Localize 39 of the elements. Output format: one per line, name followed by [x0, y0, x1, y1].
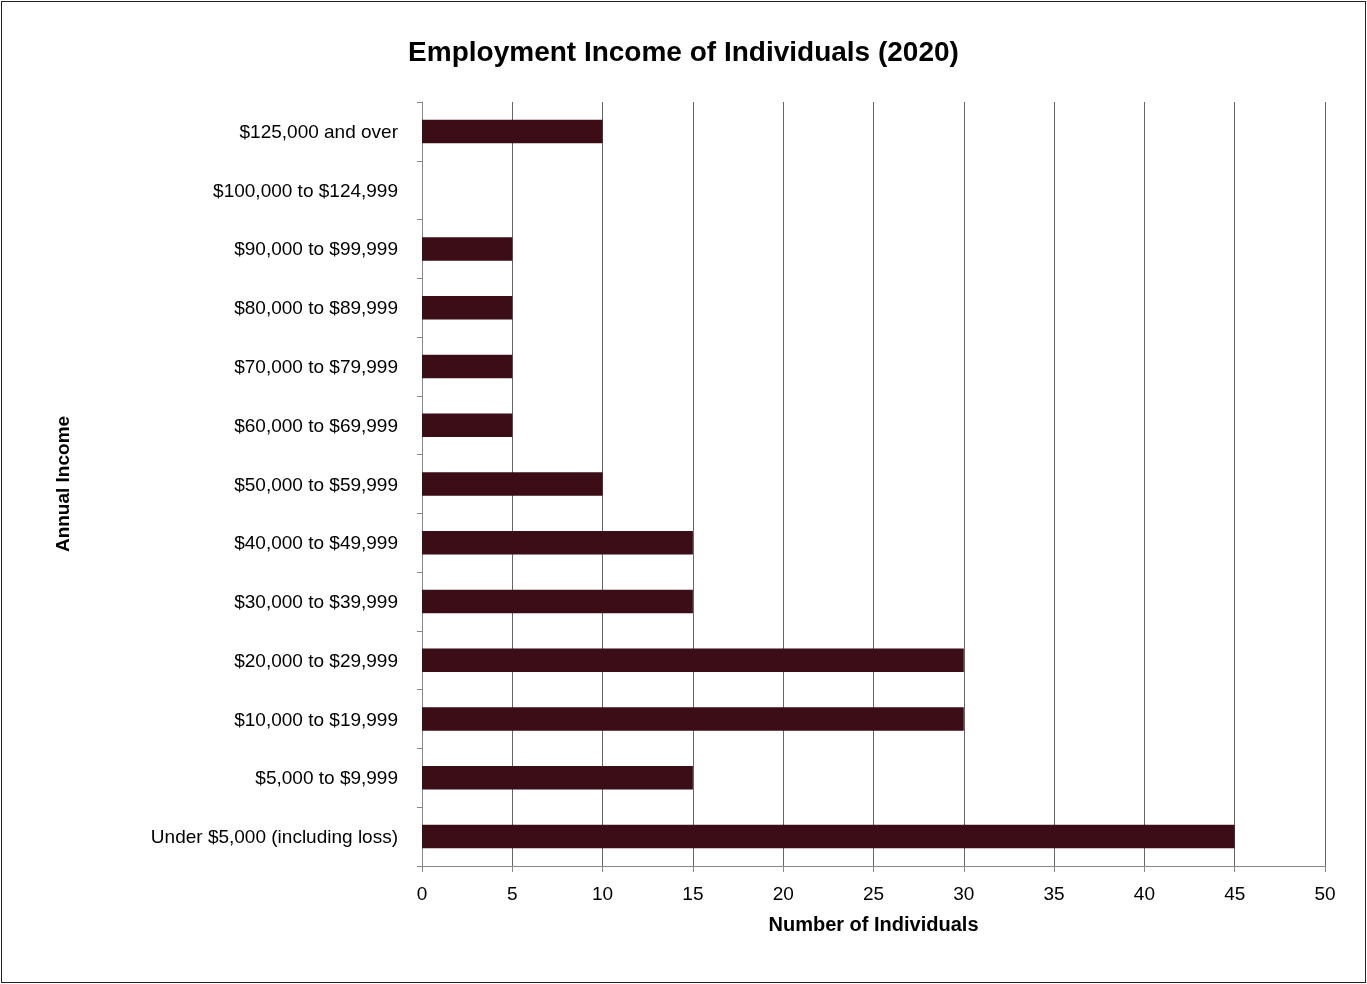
y-tick-label: $60,000 to $69,999: [234, 414, 398, 436]
x-tick-label: 25: [862, 883, 885, 904]
x-tick-label: 0: [416, 883, 428, 904]
y-tick-label: $10,000 to $19,999: [234, 708, 398, 730]
x-tick-label: 15: [682, 883, 704, 904]
bar: [422, 472, 603, 496]
bar: [422, 766, 693, 790]
y-tick-label: $50,000 to $59,999: [234, 473, 398, 495]
bar: [422, 237, 513, 261]
x-tick-label: 10: [592, 883, 614, 904]
x-tick-label: 50: [1314, 883, 1336, 904]
chart-title: Employment Income of Individuals (2020): [408, 35, 959, 67]
y-axis-title: Annual Income: [52, 415, 73, 553]
x-axis-title: Number of Individuals: [768, 913, 979, 935]
bar: [422, 589, 693, 614]
x-tick-label: 30: [953, 883, 975, 904]
y-tick-label: Under $5,000 (including loss): [150, 826, 398, 848]
bar: [422, 824, 1235, 849]
bar: [422, 648, 964, 673]
y-tick-label: $100,000 to $124,999: [213, 179, 398, 201]
y-tick-label: $70,000 to $79,999: [234, 355, 398, 377]
y-tick-label: $30,000 to $39,999: [234, 591, 398, 613]
y-tick-label: $40,000 to $49,999: [234, 532, 398, 554]
y-tick-label: $20,000 to $29,999: [234, 649, 398, 671]
bar: [422, 119, 603, 144]
y-tick-label: $80,000 to $89,999: [234, 297, 398, 319]
x-tick-label: 5: [507, 883, 518, 904]
bar: [422, 707, 964, 731]
x-tick-label: 40: [1133, 883, 1155, 904]
y-tick-label: $90,000 to $99,999: [234, 238, 398, 260]
x-tick-label: 45: [1224, 883, 1246, 904]
bar: [422, 413, 513, 437]
bar: [422, 531, 693, 555]
y-tick-label: $125,000 and over: [239, 120, 399, 142]
y-tick-label: $5,000 to $9,999: [255, 767, 398, 789]
x-tick-label: 35: [1043, 883, 1065, 904]
x-tick-label: 20: [772, 883, 794, 904]
bar: [422, 295, 513, 320]
bar: [422, 354, 513, 379]
